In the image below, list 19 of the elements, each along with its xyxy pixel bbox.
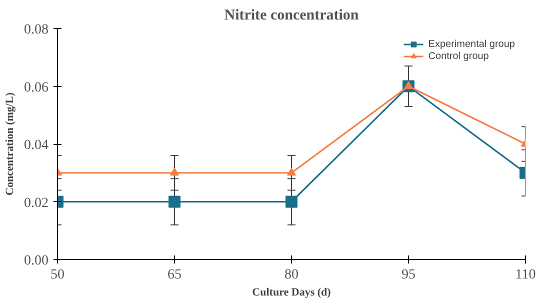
point <box>286 196 298 208</box>
x-tick-label: 80 <box>284 268 298 282</box>
x-tick-label: 110 <box>515 268 536 282</box>
point <box>168 196 180 208</box>
y-axis-title: Concentration (mg/L) <box>4 92 16 196</box>
y-tick-label: 0.06 <box>24 80 48 96</box>
point <box>170 168 179 176</box>
y-tick-label: 0.00 <box>24 254 48 268</box>
y-tick-label: 0.08 <box>24 22 48 38</box>
x-axis-title: Culture Days (d) <box>252 286 332 298</box>
x-tick-label: 65 <box>168 268 182 282</box>
chart-title: Nitrite concentration <box>224 8 360 24</box>
x-tick-label: 95 <box>402 268 416 282</box>
legend-label: Control group <box>428 50 489 62</box>
legend-label: Experimental group <box>428 38 515 50</box>
point <box>287 168 296 176</box>
y-tick-label: 0.04 <box>24 138 48 153</box>
x-tick-label: 50 <box>50 268 64 282</box>
y-tick-label: 0.02 <box>24 196 48 211</box>
